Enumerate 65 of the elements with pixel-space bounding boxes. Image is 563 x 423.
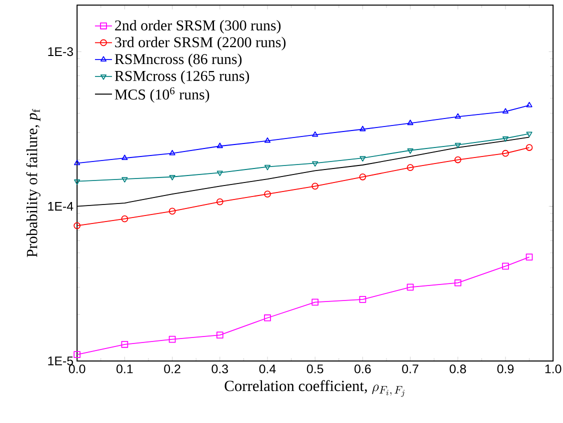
point bbox=[526, 144, 533, 151]
point bbox=[359, 296, 366, 303]
point bbox=[264, 314, 271, 322]
point bbox=[360, 126, 366, 132]
point bbox=[74, 179, 80, 185]
point bbox=[454, 156, 462, 164]
point bbox=[121, 215, 128, 222]
point bbox=[74, 222, 81, 230]
point bbox=[526, 102, 532, 108]
point bbox=[502, 108, 509, 114]
point bbox=[74, 160, 80, 166]
point bbox=[406, 164, 414, 172]
point bbox=[312, 131, 318, 137]
y-axis-title: Probability of failure, p$_{f}$ bbox=[26, 109, 40, 258]
point bbox=[312, 182, 319, 190]
point bbox=[169, 174, 176, 180]
point bbox=[502, 262, 509, 270]
legend-label: 2nd order SRSM (300 runs) bbox=[115, 20, 281, 34]
point bbox=[407, 148, 414, 154]
point bbox=[122, 177, 128, 183]
point bbox=[502, 150, 509, 157]
y-tick-label: 1E-3 bbox=[48, 47, 74, 56]
x-axis-title: $\mbox{Correlation coefficient, }\rho_{F_i,\,F_j}$ bbox=[224, 380, 404, 397]
x-tick-label: 0.0 bbox=[68, 364, 86, 374]
point bbox=[526, 132, 532, 138]
x-tick-label: 0.8 bbox=[450, 364, 466, 374]
point bbox=[264, 190, 271, 198]
point bbox=[454, 113, 461, 119]
point bbox=[121, 340, 128, 348]
point bbox=[216, 142, 223, 148]
point bbox=[168, 336, 176, 343]
point bbox=[406, 284, 414, 291]
x-tick-label: 0.1 bbox=[116, 364, 133, 374]
y-tick-label: 1E-5 bbox=[48, 356, 74, 366]
point bbox=[169, 150, 176, 156]
point bbox=[312, 298, 319, 306]
point bbox=[122, 154, 128, 160]
point bbox=[454, 142, 461, 148]
point bbox=[216, 332, 224, 339]
legend-label: RSMncross (86 runs) bbox=[114, 54, 242, 68]
x-tick-label: 0.7 bbox=[402, 364, 418, 374]
legend-label: RSMcross (1265 runs) bbox=[114, 70, 250, 84]
point bbox=[360, 156, 366, 162]
x-tick-label: 1.0 bbox=[545, 364, 562, 374]
point bbox=[407, 120, 414, 126]
legend-label: 3rd order SRSM (2200 runs) bbox=[115, 36, 286, 50]
point bbox=[264, 164, 271, 170]
point bbox=[216, 198, 224, 206]
point bbox=[312, 161, 318, 167]
x-tick-label: 0.3 bbox=[212, 364, 228, 374]
point bbox=[454, 279, 462, 286]
y-tick-label: 1E-4 bbox=[48, 202, 74, 211]
point bbox=[502, 136, 509, 142]
point bbox=[526, 254, 533, 260]
legend-label: MCS (10$^{6}$ runs) bbox=[114, 87, 210, 103]
x-tick-label: 0.4 bbox=[259, 364, 276, 374]
x-tick-label: 0.5 bbox=[306, 364, 324, 374]
x-tick-label: 0.6 bbox=[354, 364, 371, 374]
x-tick-label: 0.2 bbox=[164, 364, 180, 374]
point bbox=[216, 170, 223, 176]
point bbox=[168, 208, 176, 215]
point bbox=[264, 137, 271, 143]
point bbox=[359, 173, 366, 180]
x-tick-label: 0.9 bbox=[497, 364, 514, 374]
point bbox=[74, 351, 81, 358]
